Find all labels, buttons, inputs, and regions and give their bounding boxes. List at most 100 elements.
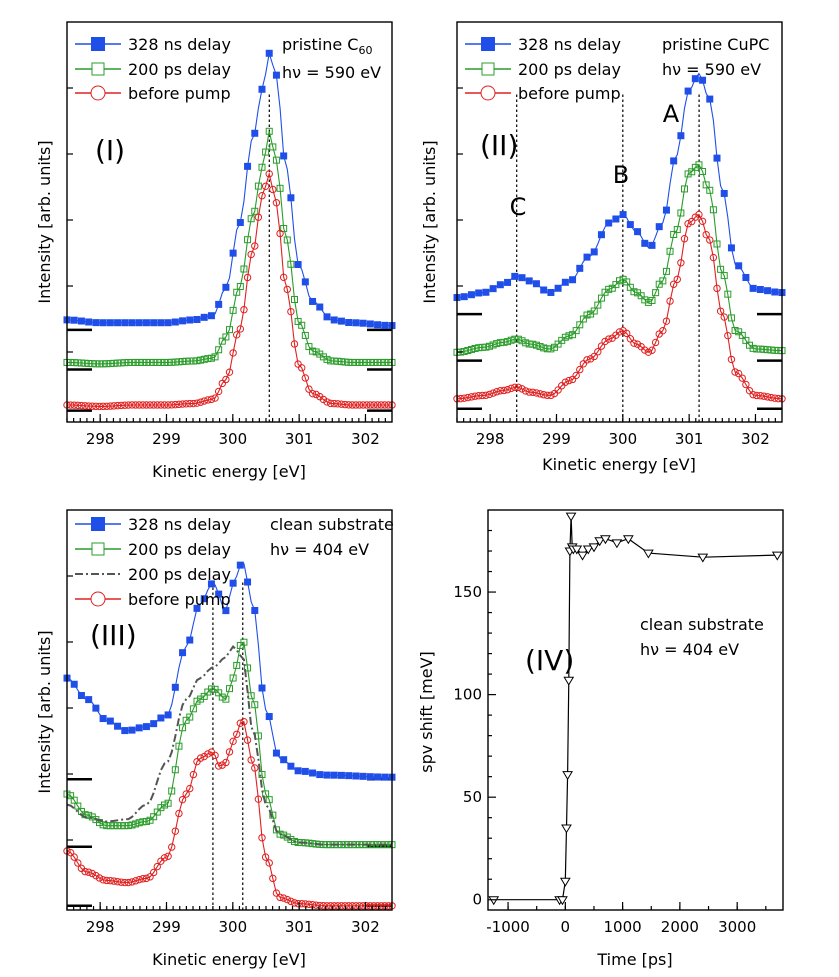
panel-II-series-3-point [507, 384, 515, 393]
panel-I-series-3-point [323, 398, 331, 406]
panel-I-x-tick-label: 299 [152, 430, 181, 448]
panel-I-series-3-point [139, 401, 147, 409]
panel-IV: (IV) clean substrate hν = 404 eV spv shi… [417, 509, 784, 969]
panel-I-series-3-point [359, 401, 367, 409]
panel-I-series-2-point [236, 282, 244, 290]
panel-II-series-3-point [597, 342, 606, 350]
panel-III-series-2-point [218, 693, 226, 701]
panel-III-series-1-point [337, 771, 345, 779]
panel-I-series-1-point [92, 319, 100, 327]
panel-III-series-4-point [233, 730, 241, 739]
panel-III-series-1-point [265, 713, 273, 721]
panel-II-series-2-point [507, 336, 515, 344]
panel-III-y-axis-label: Intensity [arb. units] [35, 630, 54, 793]
panel-II-series-2-point [554, 340, 562, 348]
panel-III-series-4-point [236, 719, 245, 727]
panel-III-series-1-point [251, 606, 259, 614]
panel-II-series-2-point [652, 289, 660, 297]
panel-III-series-4-point [247, 756, 255, 764]
panel-I-series-3-point [214, 387, 223, 396]
panel-I-series-1-point [135, 319, 143, 327]
panel-I-series-3-point [157, 401, 165, 409]
panel-II-series-1-point [612, 215, 620, 223]
panel-II-series-2-point [547, 345, 555, 353]
panel-II-series-2-point [496, 339, 504, 347]
panel-III-series-1-point [114, 722, 122, 730]
panel-II-legend-entry-2: 200 ps delay [518, 60, 621, 79]
panel-II-x-axis-label: Kinetic energy [eV] [542, 455, 696, 474]
panel-I-series-3-point [124, 401, 133, 409]
panel-IV-x-axis-label: Time [ps] [596, 950, 672, 969]
panel-II-series-2-point [749, 344, 757, 352]
panel-I-series-2-point [121, 359, 129, 367]
panel-I-series-2-point [189, 357, 197, 365]
panel-I-series-1-point [301, 278, 309, 286]
panel-II-series-1-point [727, 244, 735, 252]
panel-III-series-1-point [121, 727, 129, 735]
panel-III-series-4-point [153, 862, 161, 871]
panel-III-series-4-point [355, 902, 364, 910]
panel-IV-y-tick-label: 150 [453, 583, 482, 601]
panel-I-series-3-point [233, 331, 241, 339]
panel-IV-y-tick-label: 50 [463, 788, 482, 806]
panel-I-series-3-point [92, 402, 100, 411]
panel-II-series-2-point [569, 331, 577, 339]
panel-I-series-3-point [298, 364, 306, 372]
panel-I-series-3-point [146, 401, 154, 409]
panel-I: (I) pristine C60 hν = 590 eV Intensity [… [35, 21, 396, 481]
panel-II-series-1-point [554, 284, 562, 292]
panel-I-series-1-point [222, 283, 230, 291]
panel-III-series-4-point [305, 900, 313, 909]
panel-III-series-1-point [330, 771, 338, 779]
panel-I-series-3-point [381, 401, 389, 409]
panel-III-x-tick-label: 299 [152, 918, 181, 936]
panel-III-series-2-point [189, 705, 197, 713]
panel-III-series-4-point [175, 809, 183, 818]
panel-I-series-3-point [312, 390, 320, 399]
panel-III-series-1-point [200, 595, 208, 603]
panel-I-series-3-point [113, 401, 122, 410]
panel-I-series-3-point [355, 401, 364, 409]
panel-II-series-2-point [623, 278, 631, 286]
panel-I-series-2-point [132, 358, 140, 366]
panel-I-series-1-point [77, 317, 85, 325]
panel-III-frame [66, 509, 393, 911]
panel-II-series-3-point [547, 391, 555, 400]
panel-III-series-4-point [334, 902, 342, 910]
panel-III-series-4-point [344, 902, 353, 910]
panel-III-series-4-point [229, 737, 237, 746]
panel-I-series-2-point [334, 357, 342, 365]
panel-I-series-3-point [308, 389, 317, 398]
panel-II-series-3-point [767, 393, 775, 402]
panel-II-series-2-point [702, 181, 710, 189]
panel-II-series-3-point [742, 380, 750, 389]
panel-III-series-2-point [121, 822, 129, 830]
panel-II-series-3-point [760, 392, 768, 400]
panel-IV-annotation-line1: clean substrate [640, 615, 764, 634]
panel-II-series-1-point [713, 154, 721, 162]
panel-IV-data-point [561, 824, 572, 834]
panel-III-series-1-point [142, 723, 150, 731]
panel-III-series-1-point [157, 714, 165, 722]
panel-IV-x-tick-label: 0 [561, 918, 571, 936]
panel-II-x-tick-label: 298 [476, 430, 505, 448]
panel-III-series-2-point [128, 821, 136, 829]
panel-II-series-1-point [626, 221, 634, 229]
panel-III-plot-area [63, 517, 396, 910]
panel-I-series-3-point [272, 199, 281, 207]
panel-II-series-2-point [662, 267, 670, 275]
panel-II-series-2-point [525, 340, 533, 348]
panel-I-series-1-point [352, 319, 360, 327]
panel-I-x-tick-label: 298 [86, 430, 115, 448]
panel-II-series-2-point [731, 327, 739, 335]
panel-IV-data-point [582, 545, 594, 555]
panel-III-series-1-point [316, 771, 324, 779]
panel-I-series-1-point [207, 312, 215, 320]
panel-I-series-3-point [103, 402, 111, 410]
panel-II-series-2-point [612, 281, 620, 289]
panel-II-series-2-point [742, 336, 750, 344]
panel-II-series-1-point [662, 206, 670, 214]
panel-I-series-2-point [200, 355, 208, 363]
panel-II-series-3-point [511, 383, 519, 392]
panel-III-series-2-point [276, 830, 284, 838]
